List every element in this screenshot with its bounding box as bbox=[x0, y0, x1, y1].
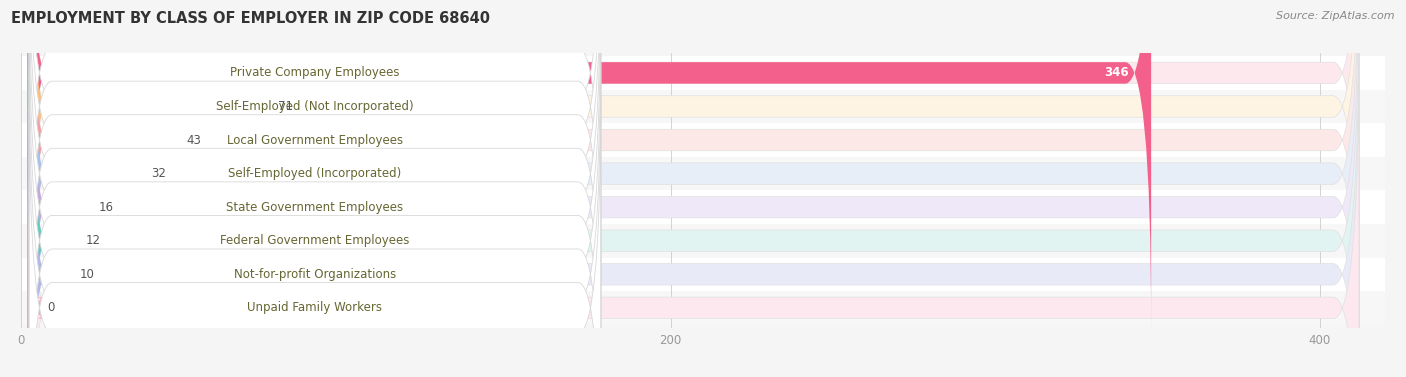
FancyBboxPatch shape bbox=[30, 98, 600, 377]
FancyBboxPatch shape bbox=[30, 0, 600, 377]
Text: Not-for-profit Organizations: Not-for-profit Organizations bbox=[233, 268, 396, 281]
Bar bbox=[21, 224, 1385, 257]
FancyBboxPatch shape bbox=[28, 0, 1152, 331]
Bar bbox=[21, 90, 1385, 123]
Text: 346: 346 bbox=[1104, 66, 1129, 80]
Bar bbox=[21, 190, 1385, 224]
Text: 71: 71 bbox=[277, 100, 292, 113]
Text: EMPLOYMENT BY CLASS OF EMPLOYER IN ZIP CODE 68640: EMPLOYMENT BY CLASS OF EMPLOYER IN ZIP C… bbox=[11, 11, 491, 26]
Text: 16: 16 bbox=[98, 201, 114, 214]
Bar bbox=[21, 257, 1385, 291]
Text: Source: ZipAtlas.com: Source: ZipAtlas.com bbox=[1277, 11, 1395, 21]
Text: 10: 10 bbox=[80, 268, 94, 281]
FancyBboxPatch shape bbox=[28, 0, 167, 377]
FancyBboxPatch shape bbox=[30, 31, 600, 377]
FancyBboxPatch shape bbox=[28, 50, 1360, 377]
FancyBboxPatch shape bbox=[30, 0, 600, 377]
Text: 12: 12 bbox=[86, 234, 101, 247]
FancyBboxPatch shape bbox=[28, 17, 60, 377]
Bar bbox=[21, 123, 1385, 157]
FancyBboxPatch shape bbox=[28, 0, 1360, 377]
Text: Self-Employed (Not Incorporated): Self-Employed (Not Incorporated) bbox=[217, 100, 413, 113]
Bar bbox=[21, 157, 1385, 190]
FancyBboxPatch shape bbox=[30, 0, 600, 349]
FancyBboxPatch shape bbox=[28, 0, 1360, 377]
Text: Unpaid Family Workers: Unpaid Family Workers bbox=[247, 301, 382, 314]
Text: Self-Employed (Incorporated): Self-Employed (Incorporated) bbox=[228, 167, 402, 180]
FancyBboxPatch shape bbox=[28, 0, 66, 377]
Text: Local Government Employees: Local Government Employees bbox=[226, 133, 404, 147]
Text: 43: 43 bbox=[187, 133, 201, 147]
FancyBboxPatch shape bbox=[28, 0, 1360, 364]
FancyBboxPatch shape bbox=[28, 0, 1360, 331]
Bar bbox=[21, 56, 1385, 90]
Text: 32: 32 bbox=[150, 167, 166, 180]
FancyBboxPatch shape bbox=[30, 0, 600, 282]
FancyBboxPatch shape bbox=[28, 0, 80, 377]
FancyBboxPatch shape bbox=[28, 151, 53, 377]
FancyBboxPatch shape bbox=[28, 0, 1360, 377]
Text: Federal Government Employees: Federal Government Employees bbox=[221, 234, 409, 247]
FancyBboxPatch shape bbox=[30, 0, 600, 316]
FancyBboxPatch shape bbox=[28, 0, 259, 364]
Text: 0: 0 bbox=[46, 301, 55, 314]
FancyBboxPatch shape bbox=[30, 65, 600, 377]
Text: State Government Employees: State Government Employees bbox=[226, 201, 404, 214]
Text: Private Company Employees: Private Company Employees bbox=[231, 66, 399, 80]
FancyBboxPatch shape bbox=[28, 0, 132, 377]
FancyBboxPatch shape bbox=[28, 17, 1360, 377]
FancyBboxPatch shape bbox=[28, 0, 1360, 377]
Bar bbox=[21, 291, 1385, 325]
